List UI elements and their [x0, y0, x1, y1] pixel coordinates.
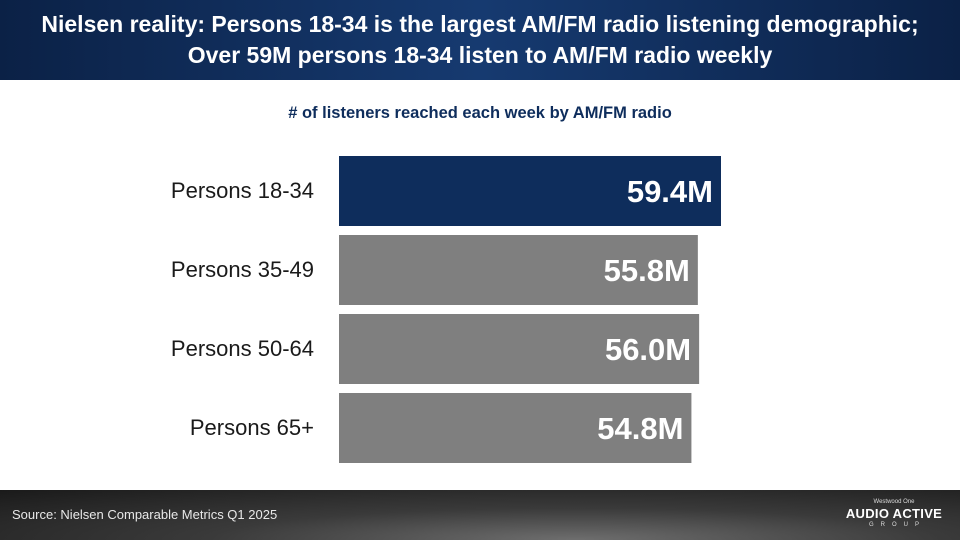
category-label: Persons 65+ [190, 415, 314, 440]
bar [339, 156, 721, 226]
bar [339, 235, 698, 305]
category-label: Persons 35-49 [171, 257, 314, 282]
footer-bar: Source: Nielsen Comparable Metrics Q1 20… [0, 490, 960, 540]
bar [339, 393, 692, 463]
logo-top-text: Westwood One [873, 499, 915, 505]
bar-value-label: 54.8M [597, 411, 683, 446]
chart-title: # of listeners reached each week by AM/F… [288, 104, 672, 122]
bar-value-label: 55.8M [604, 253, 690, 288]
source-note: Source: Nielsen Comparable Metrics Q1 20… [12, 507, 278, 522]
page-title: Nielsen reality: Persons 18-34 is the la… [41, 11, 919, 68]
logo-sub-text: GROUP [868, 522, 926, 528]
audio-active-group-logo: Westwood One AUDIO ACTIVE GROUP [844, 498, 944, 534]
bar-value-label: 56.0M [605, 332, 691, 367]
category-label: Persons 50-64 [171, 336, 314, 361]
bar-chart: 59.4M Persons 18-34 55.8M Persons 35-49 56.0… [171, 156, 721, 463]
title-banner: Nielsen reality: Persons 18-34 is the la… [0, 0, 960, 80]
logo-main-text: AUDIO ACTIVE [845, 506, 943, 521]
category-label: Persons 18-34 [171, 178, 314, 203]
bar [339, 314, 700, 384]
bar-value-label: 59.4M [627, 174, 713, 209]
